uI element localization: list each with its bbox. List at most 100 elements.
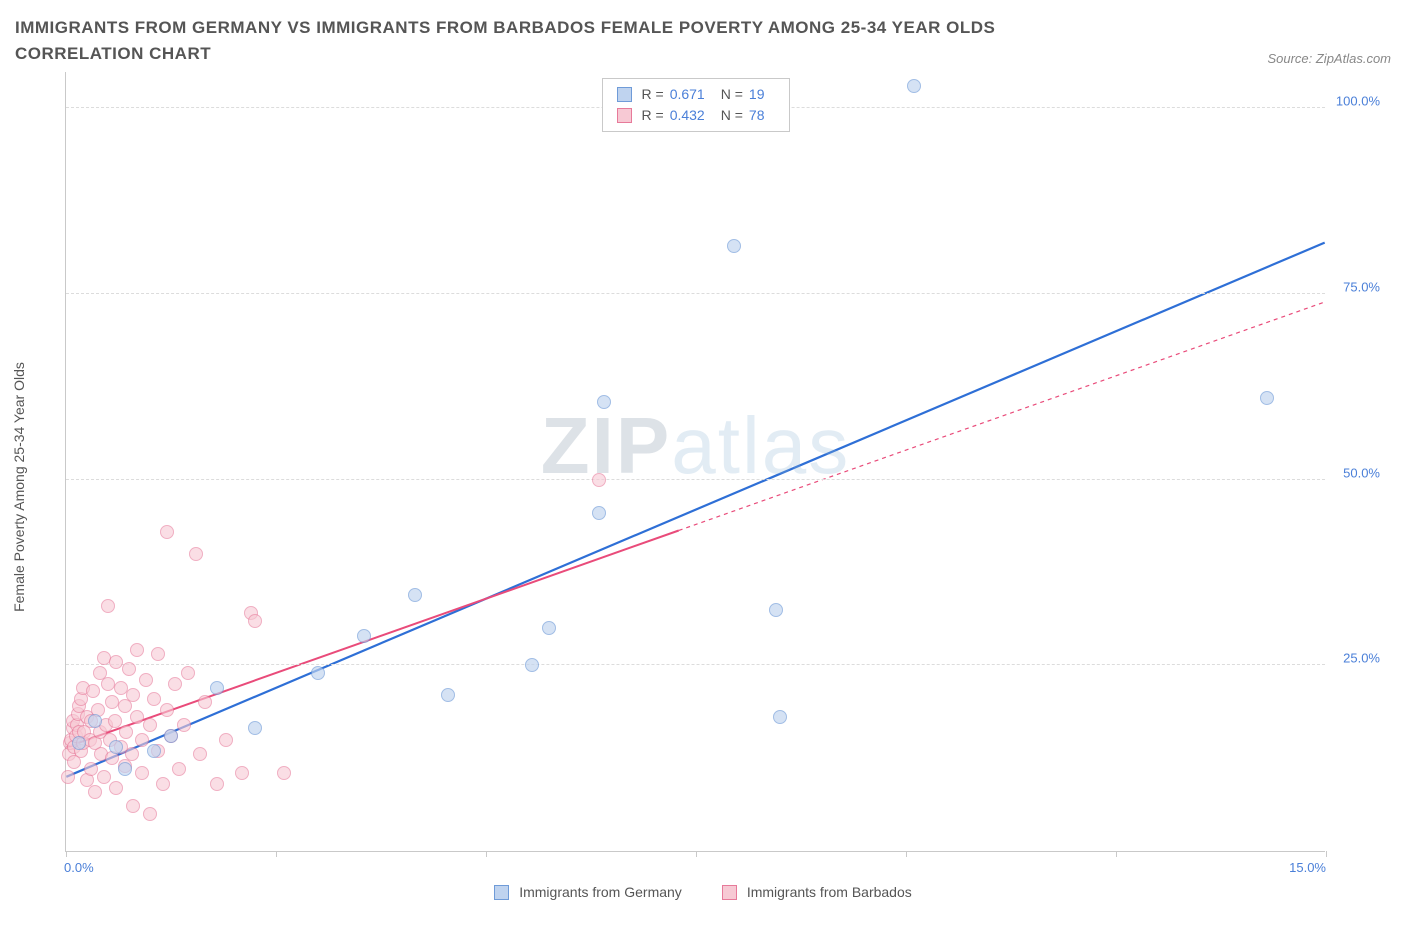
data-point [773, 710, 787, 724]
y-tick-label: 25.0% [1343, 651, 1380, 666]
data-point [101, 599, 115, 613]
germany-n-value: 19 [749, 84, 765, 105]
data-point [177, 718, 191, 732]
data-point [727, 239, 741, 253]
grid-line [66, 664, 1325, 665]
trend-line [66, 530, 678, 747]
data-point [219, 733, 233, 747]
data-point [97, 770, 111, 784]
series-legend: Immigrants from Germany Immigrants from … [15, 884, 1391, 900]
data-point [164, 729, 178, 743]
data-point [525, 658, 539, 672]
x-tick [66, 851, 67, 857]
source-label: Source: ZipAtlas.com [1267, 51, 1391, 66]
data-point [61, 770, 75, 784]
chart-title: IMMIGRANTS FROM GERMANY VS IMMIGRANTS FR… [15, 15, 1115, 66]
data-point [597, 395, 611, 409]
data-point [441, 688, 455, 702]
data-point [542, 621, 556, 635]
data-point [277, 766, 291, 780]
data-point [235, 766, 249, 780]
data-point [135, 733, 149, 747]
data-point [248, 614, 262, 628]
trend-line [66, 243, 1324, 777]
data-point [118, 762, 132, 776]
data-point [1260, 391, 1274, 405]
x-tick [1326, 851, 1327, 857]
data-point [311, 666, 325, 680]
y-tick-label: 50.0% [1343, 465, 1380, 480]
data-point [168, 677, 182, 691]
x-tick-label: 0.0% [64, 860, 94, 875]
data-point [108, 714, 122, 728]
data-point [198, 695, 212, 709]
data-point [88, 785, 102, 799]
x-tick [486, 851, 487, 857]
x-tick [696, 851, 697, 857]
grid-line [66, 293, 1325, 294]
data-point [408, 588, 422, 602]
n-label: N = [721, 105, 743, 126]
y-tick-label: 75.0% [1343, 279, 1380, 294]
data-point [143, 718, 157, 732]
chart-container: IMMIGRANTS FROM GERMANY VS IMMIGRANTS FR… [15, 15, 1391, 902]
r-label: R = [642, 105, 664, 126]
data-point [122, 662, 136, 676]
x-tick-label: 15.0% [1289, 860, 1326, 875]
data-point [156, 777, 170, 791]
data-point [907, 79, 921, 93]
data-point [119, 725, 133, 739]
data-point [248, 721, 262, 735]
legend-label: Immigrants from Germany [519, 884, 682, 900]
data-point [147, 744, 161, 758]
data-point [147, 692, 161, 706]
data-point [126, 799, 140, 813]
data-point [126, 688, 140, 702]
data-point [210, 777, 224, 791]
germany-swatch-icon [617, 87, 632, 102]
data-point [769, 603, 783, 617]
data-point [109, 781, 123, 795]
legend-item-barbados: Immigrants from Barbados [722, 884, 912, 900]
data-point [181, 666, 195, 680]
barbados-swatch-icon [722, 885, 737, 900]
data-point [189, 547, 203, 561]
legend-label: Immigrants from Barbados [747, 884, 912, 900]
germany-r-value: 0.671 [670, 84, 705, 105]
data-point [172, 762, 186, 776]
x-tick [906, 851, 907, 857]
grid-line [66, 479, 1325, 480]
data-point [88, 714, 102, 728]
germany-swatch-icon [494, 885, 509, 900]
data-point [193, 747, 207, 761]
trend-line-dashed [679, 302, 1325, 531]
x-tick [1116, 851, 1117, 857]
stats-legend: R = 0.671 N = 19 R = 0.432 N = 78 [602, 78, 790, 132]
data-point [160, 525, 174, 539]
y-tick-label: 100.0% [1336, 94, 1380, 109]
y-axis-label: Female Poverty Among 25-34 Year Olds [11, 362, 27, 612]
data-point [143, 807, 157, 821]
r-label: R = [642, 84, 664, 105]
chart-area: Female Poverty Among 25-34 Year Olds ZIP… [15, 72, 1391, 902]
barbados-swatch-icon [617, 108, 632, 123]
data-point [86, 684, 100, 698]
data-point [72, 736, 86, 750]
data-point [151, 647, 165, 661]
data-point [592, 506, 606, 520]
legend-item-germany: Immigrants from Germany [494, 884, 682, 900]
data-point [357, 629, 371, 643]
data-point [130, 643, 144, 657]
plot-region: ZIPatlas R = 0.671 N = 19 R = 0.432 N = … [65, 72, 1325, 852]
barbados-r-value: 0.432 [670, 105, 705, 126]
n-label: N = [721, 84, 743, 105]
data-point [109, 740, 123, 754]
stats-row-germany: R = 0.671 N = 19 [617, 84, 775, 105]
header-row: IMMIGRANTS FROM GERMANY VS IMMIGRANTS FR… [15, 15, 1391, 66]
data-point [139, 673, 153, 687]
stats-row-barbados: R = 0.432 N = 78 [617, 105, 775, 126]
data-point [125, 747, 139, 761]
data-point [592, 473, 606, 487]
data-point [160, 703, 174, 717]
data-point [210, 681, 224, 695]
